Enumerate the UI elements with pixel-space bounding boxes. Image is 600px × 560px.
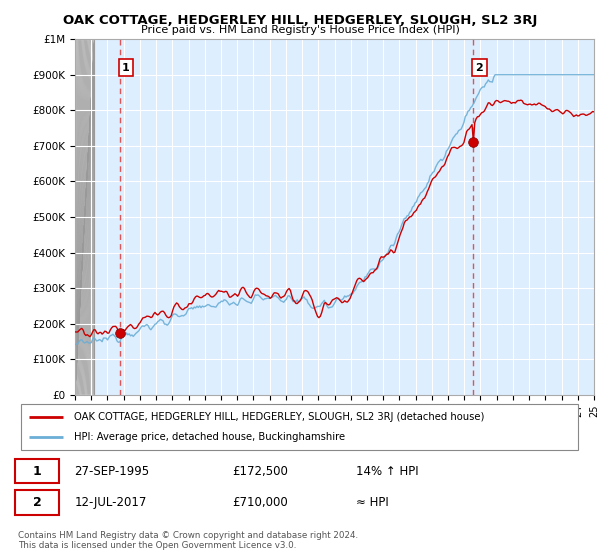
- Text: Contains HM Land Registry data © Crown copyright and database right 2024.
This d: Contains HM Land Registry data © Crown c…: [18, 531, 358, 550]
- Text: OAK COTTAGE, HEDGERLEY HILL, HEDGERLEY, SLOUGH, SL2 3RJ: OAK COTTAGE, HEDGERLEY HILL, HEDGERLEY, …: [63, 14, 537, 27]
- FancyBboxPatch shape: [21, 404, 578, 450]
- Polygon shape: [75, 39, 94, 395]
- Text: 27-SEP-1995: 27-SEP-1995: [74, 465, 149, 478]
- Text: 1: 1: [122, 63, 130, 73]
- Text: 12-JUL-2017: 12-JUL-2017: [74, 496, 147, 509]
- FancyBboxPatch shape: [15, 459, 59, 483]
- Text: HPI: Average price, detached house, Buckinghamshire: HPI: Average price, detached house, Buck…: [74, 432, 346, 442]
- Text: 2: 2: [33, 496, 41, 509]
- Text: £172,500: £172,500: [232, 465, 288, 478]
- Text: ≈ HPI: ≈ HPI: [356, 496, 389, 509]
- Text: £710,000: £710,000: [232, 496, 288, 509]
- Text: 1: 1: [33, 465, 41, 478]
- FancyBboxPatch shape: [15, 490, 59, 515]
- Text: 2: 2: [475, 63, 483, 73]
- Text: Price paid vs. HM Land Registry's House Price Index (HPI): Price paid vs. HM Land Registry's House …: [140, 25, 460, 35]
- Text: 14% ↑ HPI: 14% ↑ HPI: [356, 465, 419, 478]
- Text: OAK COTTAGE, HEDGERLEY HILL, HEDGERLEY, SLOUGH, SL2 3RJ (detached house): OAK COTTAGE, HEDGERLEY HILL, HEDGERLEY, …: [74, 412, 485, 422]
